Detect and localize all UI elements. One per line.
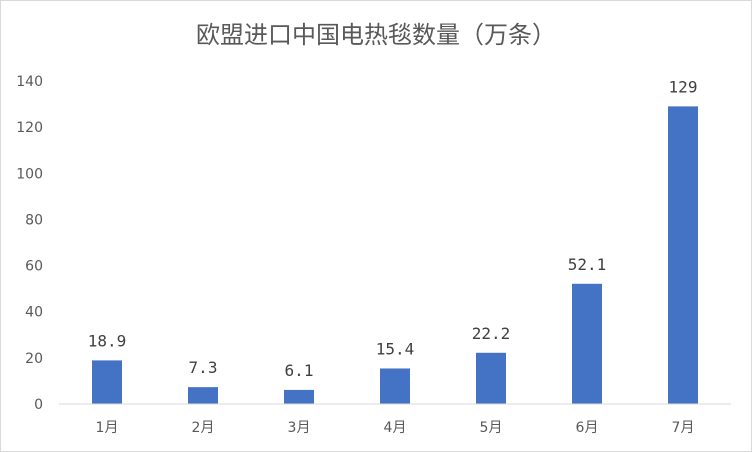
x-tick-label: 7月 (672, 420, 695, 436)
data-label: 15.4 (376, 339, 415, 358)
x-tick-label: 3月 (288, 420, 311, 436)
y-tick-label: 120 (16, 120, 43, 136)
data-label: 6.1 (285, 361, 314, 380)
y-axis: 0 20 40 60 80 100 120 140 (16, 74, 43, 413)
bar (188, 387, 218, 404)
x-axis: 1月 2月 3月 4月 5月 6月 7月 (59, 403, 731, 436)
bar (668, 106, 698, 404)
bar (380, 368, 410, 404)
data-labels: 18.9 7.3 6.1 15.4 22.2 52.1 129 (88, 77, 698, 380)
bar (572, 283, 602, 404)
bars (92, 106, 698, 404)
y-tick-label: 140 (16, 74, 43, 90)
y-tick-label: 60 (25, 259, 43, 275)
bar (476, 352, 506, 404)
data-label: 129 (669, 77, 698, 96)
x-tick-label: 2月 (192, 420, 215, 436)
x-tick-label: 6月 (576, 420, 599, 436)
y-tick-label: 40 (25, 305, 43, 321)
bar (92, 360, 122, 404)
x-tick-label: 4月 (384, 420, 407, 436)
data-label: 22.2 (472, 324, 511, 343)
y-tick-label: 100 (16, 166, 43, 182)
x-tick-label: 5月 (480, 420, 503, 436)
y-tick-label: 80 (25, 212, 43, 228)
chart-title: 欧盟进口中国电热毯数量（万条） (196, 21, 556, 49)
x-tick-label: 1月 (96, 420, 119, 436)
y-tick-label: 20 (25, 351, 43, 367)
bar (284, 389, 314, 404)
data-label: 18.9 (88, 331, 127, 350)
data-label: 7.3 (189, 358, 218, 377)
y-tick-label: 0 (34, 397, 43, 413)
data-label: 52.1 (568, 255, 607, 274)
